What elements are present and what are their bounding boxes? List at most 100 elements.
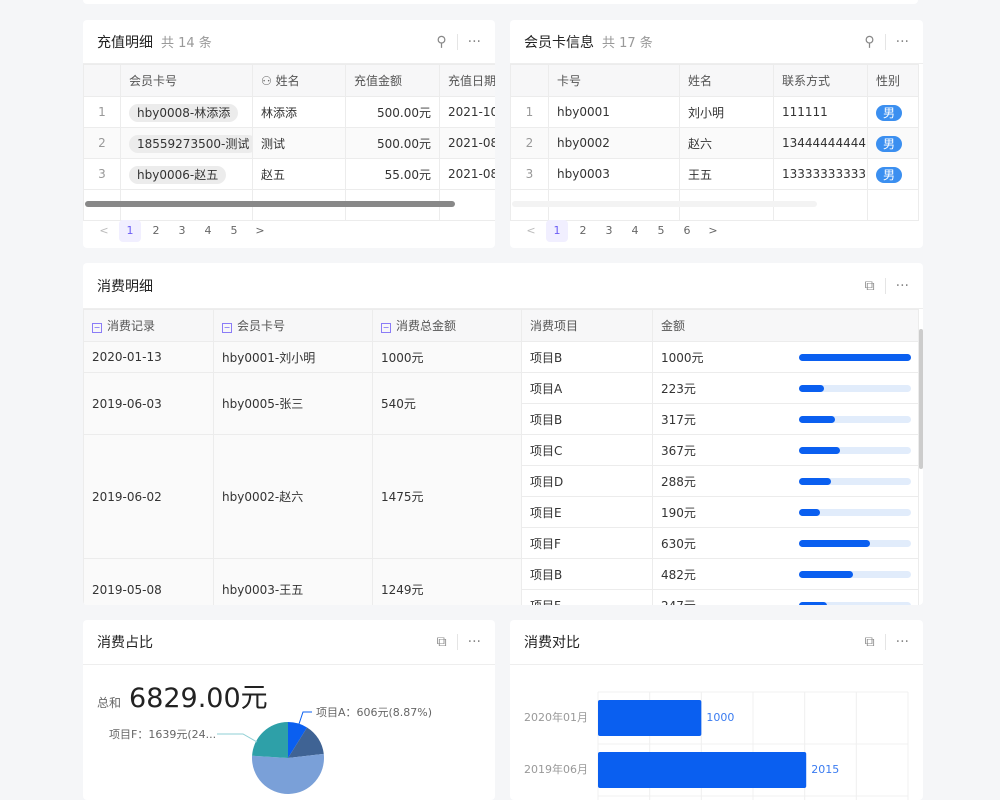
amount-cell: 367元	[652, 434, 919, 466]
col-name-label: 姓名	[275, 74, 300, 88]
pie-slice-f[interactable]	[252, 722, 288, 758]
col-amount[interactable]: 金额	[652, 309, 919, 342]
table-row[interactable]: 项目E 190元	[84, 496, 919, 528]
pie-slice-other[interactable]	[251, 753, 324, 795]
amount-value: 482元	[661, 567, 696, 582]
page-2-button[interactable]: 2	[152, 224, 160, 237]
item-cell: 项目F	[521, 589, 653, 605]
more-icon[interactable]: ···	[895, 634, 909, 650]
amount-value: 288元	[661, 474, 696, 489]
horizontal-scrollbar[interactable]	[512, 201, 817, 207]
amount-value: 1000元	[661, 350, 704, 365]
expand-icon[interactable]: ⧉	[864, 277, 875, 294]
expand-icon[interactable]: ⧉	[436, 634, 447, 650]
divider	[884, 277, 886, 294]
table-row[interactable]: 项目F 630元	[84, 527, 919, 559]
table-row[interactable]: 项目B 317元	[84, 403, 919, 435]
page-2-button[interactable]: 2	[579, 224, 587, 237]
table-row[interactable]: 3 hby0003 王五 13333333333 男	[510, 158, 919, 190]
item-cell: 项目C	[521, 434, 653, 466]
more-icon[interactable]: ···	[895, 33, 909, 50]
pie-slice-other[interactable]	[288, 727, 324, 758]
collapse-icon[interactable]: −	[222, 323, 232, 333]
page-1-button[interactable]: 1	[119, 220, 141, 242]
col-gender[interactable]: 性别	[867, 64, 919, 97]
col-card-no[interactable]: 卡号	[548, 64, 680, 97]
page-3-button[interactable]: 3	[178, 224, 186, 237]
col-name[interactable]: 姓名	[679, 64, 774, 97]
table-row[interactable]: 2019-06-03 hby0005-张三 540元 项目A 223元	[83, 372, 919, 435]
search-icon[interactable]: ⚲	[436, 33, 447, 50]
table-row[interactable]: 2 18559273500-测试 测试 500.00元 2021-08	[83, 127, 495, 159]
page-6-button[interactable]: 6	[683, 224, 691, 237]
prev-page-button[interactable]: <	[526, 224, 536, 237]
consume-table: − 消费记录 − 会员卡号 − 消费总金额 消费项目 金额 2020-01-13 hby…	[83, 309, 919, 605]
table-cell: 18559273500-测试	[120, 127, 253, 159]
table-row[interactable]: 项目F 247元	[84, 589, 919, 605]
search-icon[interactable]: ⚲	[864, 33, 875, 50]
card-title: 消费对比	[524, 635, 580, 651]
more-icon[interactable]: ···	[895, 277, 909, 294]
row-index: 2	[510, 127, 549, 159]
table-cell: 2021-08	[439, 127, 495, 159]
next-page-button[interactable]: >	[708, 224, 718, 237]
collapse-icon[interactable]: −	[381, 323, 391, 333]
horizontal-scrollbar[interactable]	[85, 201, 455, 207]
bar[interactable]	[598, 752, 807, 788]
divider	[456, 33, 458, 50]
amount-cell: 288元	[652, 465, 919, 497]
table-row[interactable]: 1 hby0008-林添添 林添添 500.00元 2021-10	[83, 96, 495, 128]
item-cell: 项目B	[521, 558, 653, 590]
item-cell: 项目B	[521, 403, 653, 435]
col-card[interactable]: 会员卡号	[120, 64, 253, 97]
col-date[interactable]: 充值日期	[439, 64, 495, 97]
page-1-button[interactable]: 1	[546, 220, 568, 242]
table-row[interactable]: 2020-01-13 hby0001-刘小明 1000元 项目B 1000元	[83, 341, 919, 373]
amount-value: 223元	[661, 381, 696, 396]
row-index: 3	[83, 158, 121, 190]
amount-cell: 223元	[652, 372, 919, 404]
amount-bar-fill	[799, 602, 827, 605]
page-5-button[interactable]: 5	[657, 224, 665, 237]
page-5-button[interactable]: 5	[230, 224, 238, 237]
amount-bar-track	[799, 571, 911, 578]
col-item[interactable]: 消费项目	[521, 309, 653, 342]
col-record[interactable]: − 消费记录	[83, 309, 214, 342]
more-icon[interactable]: ···	[467, 33, 481, 50]
table-row[interactable]: 项目D 288元	[84, 465, 919, 497]
hierarchy-icon: ⚇	[261, 74, 276, 88]
record-count: 共 14 条	[161, 36, 212, 51]
page-4-button[interactable]: 4	[631, 224, 639, 237]
amount-bar-track	[799, 416, 911, 423]
col-total[interactable]: − 消费总金额	[372, 309, 522, 342]
table-row[interactable]: 2 hby0002 赵六 13444444444 男	[510, 127, 919, 159]
table-cell: 赵五	[252, 158, 346, 190]
table-row[interactable]: 2019-06-02 hby0002-赵六 1475元 项目C 367元	[83, 434, 919, 559]
table-cell: 500.00元	[345, 127, 440, 159]
table-row[interactable]: 1 hby0001 刘小明 111111 男	[510, 96, 919, 128]
more-icon[interactable]: ···	[467, 634, 481, 650]
slice-label-a: 项目A：606元(8.87%)	[316, 706, 432, 719]
amount-bar-fill	[799, 509, 821, 516]
pie-slice-a[interactable]	[288, 722, 308, 758]
table-cell	[867, 189, 919, 221]
col-card[interactable]: − 会员卡号	[213, 309, 373, 342]
vertical-scrollbar[interactable]	[919, 329, 923, 469]
next-page-button[interactable]: >	[255, 224, 265, 237]
amount-cell: 247元	[652, 589, 919, 605]
collapse-icon[interactable]: −	[92, 323, 102, 333]
prev-page-button[interactable]: <	[99, 224, 109, 237]
col-name[interactable]: ⚇ 姓名	[252, 64, 346, 97]
amount-cell: 630元	[652, 527, 919, 559]
group-date-cell: 2019-06-03	[83, 372, 214, 435]
col-label: 消费总金额	[396, 319, 457, 333]
expand-icon[interactable]: ⧉	[864, 634, 875, 650]
table-row[interactable]: 3 hby0006-赵五 赵五 55.00元 2021-08	[83, 158, 495, 190]
page-4-button[interactable]: 4	[204, 224, 212, 237]
col-amount[interactable]: 充值金额	[345, 64, 440, 97]
table-row[interactable]: 2019-05-08 hby0003-王五 1249元 项目B 482元	[83, 558, 919, 605]
amount-value: 630元	[661, 536, 696, 551]
col-contact[interactable]: 联系方式	[773, 64, 868, 97]
page-3-button[interactable]: 3	[605, 224, 613, 237]
bar[interactable]	[598, 700, 702, 736]
